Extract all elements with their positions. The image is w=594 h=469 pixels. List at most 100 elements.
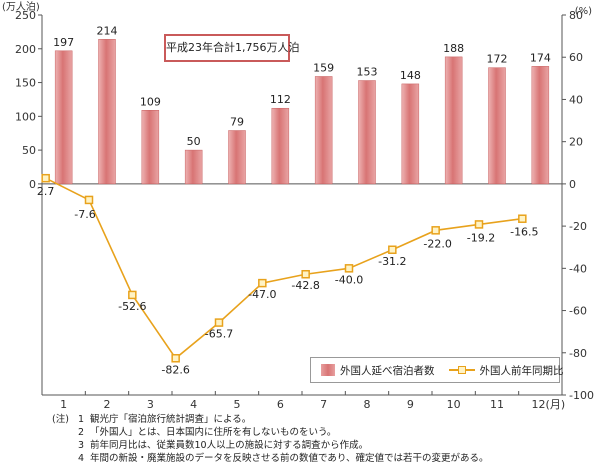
x-tick-label: 2	[104, 398, 111, 411]
line-path	[45, 177, 523, 360]
line-value-label: -22.0	[423, 237, 451, 250]
right-tick-label: -20	[569, 220, 587, 233]
x-tick-label: 6	[277, 398, 284, 411]
line-value-label: 2.7	[37, 185, 55, 198]
x-tick-label: 4	[190, 398, 197, 411]
bar-value-label: 148	[400, 69, 421, 82]
bar-value-label: 50	[187, 135, 201, 148]
right-tick-label: -80	[569, 347, 587, 360]
line-marker	[128, 290, 137, 300]
x-tick-label: 1	[60, 398, 67, 411]
line-value-label: -82.6	[161, 363, 189, 376]
footnote-text: 観光庁「宿泊旅行統計調査」による。	[90, 414, 252, 425]
line-marker	[84, 195, 94, 205]
right-axis-unit: (%)	[575, 6, 592, 17]
bar-value-label: 109	[140, 95, 161, 108]
line-value-label: -31.2	[378, 255, 406, 268]
bar-value-label: 112	[270, 93, 291, 106]
bar-value-label: 214	[97, 24, 118, 37]
line-marker	[214, 318, 224, 327]
bar	[184, 149, 203, 185]
x-tick-label: 7	[320, 398, 327, 411]
bar-value-label: 188	[443, 42, 464, 55]
line-marker	[431, 226, 440, 235]
bar	[444, 56, 463, 185]
line-value-label: -42.8	[291, 279, 319, 292]
line-value-label: -47.0	[248, 288, 276, 301]
bar-value-label: 153	[357, 66, 378, 79]
bar	[488, 67, 506, 185]
line-marker	[41, 173, 50, 183]
left-axis-unit: (万人泊)	[2, 1, 40, 13]
legend-line-swatch	[448, 364, 475, 376]
footnote-number: 4	[78, 453, 85, 464]
footnote-1: (注) 1 観光庁「宿泊旅行統計調査」による。	[52, 413, 592, 426]
line-marker	[301, 269, 310, 279]
footnote-number: 3	[78, 440, 85, 451]
right-tick-label: 40	[569, 93, 583, 106]
right-tick-label: 0	[569, 178, 576, 191]
line-marker	[258, 278, 267, 288]
right-tick-label: 60	[569, 51, 583, 64]
x-tick-label: 12(月)	[532, 398, 566, 411]
footnote-text: 前年同月比は、従業員数10人以上の施設に対する調査から作成。	[90, 440, 369, 451]
bar-value-label: 79	[230, 116, 244, 129]
legend-bar-label: 外国人延べ宿泊者数	[340, 364, 435, 377]
bar	[271, 107, 290, 185]
chart-canvas: (万人泊) (%) 050100150200250-100-80-60-40-2…	[2, 1, 594, 411]
bar	[401, 83, 420, 185]
x-tick-label: 5	[234, 398, 241, 411]
right-tick-label: -40	[569, 262, 587, 275]
line-value-label: -7.6	[74, 208, 95, 221]
left-tick-label: 150	[15, 77, 36, 90]
footnote-prefix: (注)	[52, 414, 69, 425]
left-tick-label: 100	[15, 110, 36, 123]
legend-item-line: 外国人前年同期比	[448, 363, 564, 378]
line-value-label: -19.2	[467, 231, 495, 244]
bar-value-label: 174	[530, 51, 551, 64]
bar-value-label: 172	[487, 53, 508, 66]
right-tick-label: -100	[569, 389, 594, 402]
line-marker	[518, 214, 527, 223]
right-tick-label: 80	[569, 9, 583, 22]
left-tick-label: 0	[29, 178, 36, 191]
footnote-number: 1	[78, 414, 85, 425]
bar	[54, 50, 73, 185]
bar	[314, 76, 333, 185]
bar	[358, 80, 376, 185]
bar	[228, 130, 246, 185]
footnote-text: 「外国人」とは、日本国内に住所を有しないものをいう。	[90, 427, 337, 438]
footnotes: (注) 1 観光庁「宿泊旅行統計調査」による。 2 「外国人」とは、日本国内に住…	[52, 413, 592, 465]
footnote-2: 2 「外国人」とは、日本国内に住所を有しないものをいう。	[52, 426, 592, 439]
combo-chart: (万人泊) (%) 0 50 100 150 200 250 -100 -80 -60 -40 -2…	[2, 1, 594, 411]
data-labels: 197 214 109 50 79 112 159 153 148 188 172 174 2.7 -7.…	[37, 24, 551, 376]
line-value-label: -52.6	[118, 300, 146, 313]
bar-series	[54, 39, 550, 185]
footnote-number: 2	[78, 427, 85, 438]
right-tick-label: -60	[569, 305, 587, 318]
bar	[98, 39, 116, 185]
left-tick-label: 250	[15, 9, 36, 22]
line-marker	[474, 220, 484, 229]
legend-bar-swatch	[321, 364, 335, 376]
line-value-label: -40.0	[335, 273, 363, 286]
line-marker	[344, 264, 354, 273]
total-annotation: 平成23年合計1,756万人泊	[164, 34, 300, 62]
x-tick-label: 8	[364, 398, 371, 411]
bar	[141, 110, 160, 185]
x-tick-label: 3	[147, 398, 154, 411]
axes: 050100150200250-100-80-60-40-20020406080…	[15, 9, 594, 411]
legend-item-bar: 外国人延べ宿泊者数	[321, 363, 435, 378]
x-tick-label: 9	[407, 398, 414, 411]
footnote-4: 4 年間の新設・廃業施設のデータを反映させる前の数値であり、確定値では若干の変更…	[52, 452, 592, 465]
left-tick-label: 200	[15, 43, 36, 56]
line-series	[41, 173, 527, 363]
legend-line-label: 外国人前年同期比	[479, 364, 564, 377]
bar-value-label: 159	[313, 61, 334, 74]
line-marker	[171, 354, 180, 363]
bar	[531, 66, 550, 185]
legend: 外国人延べ宿泊者数 外国人前年同期比	[310, 357, 564, 383]
footnote-text: 年間の新設・廃業施設のデータを反映させる前の数値であり、確定値では若干の変更があ…	[90, 453, 489, 464]
x-tick-label: 11	[490, 398, 504, 411]
line-value-label: -16.5	[510, 226, 538, 239]
